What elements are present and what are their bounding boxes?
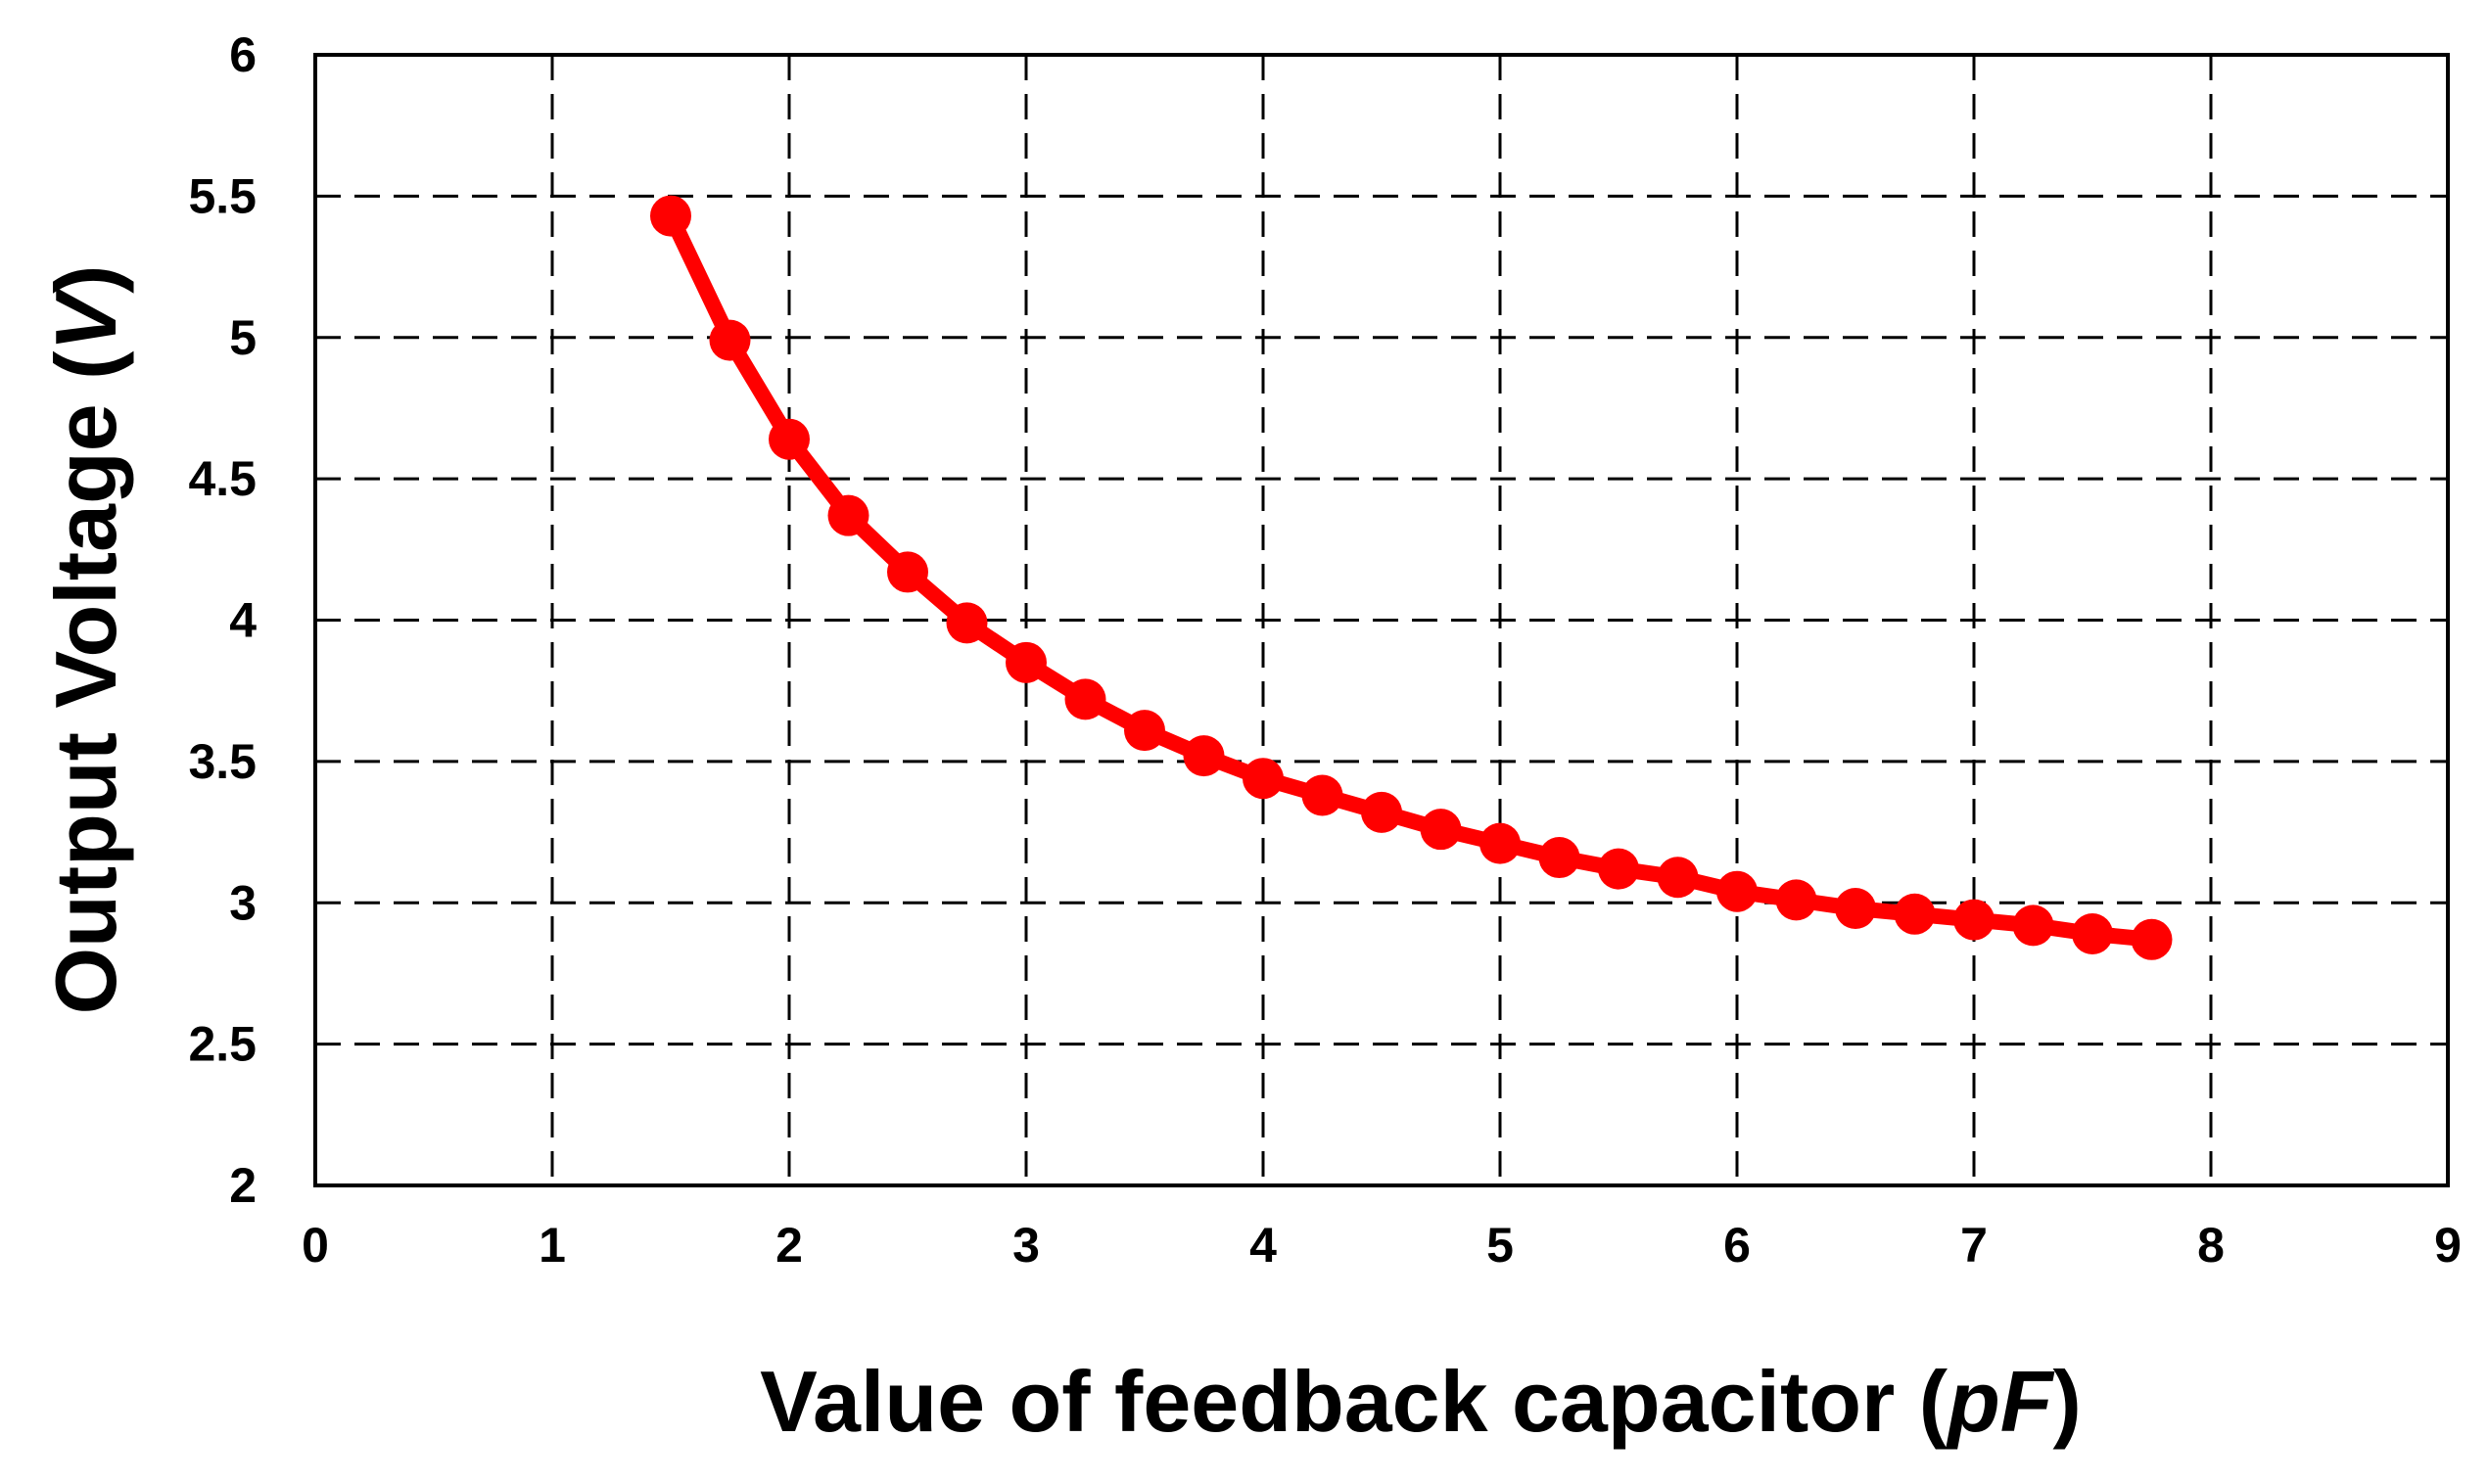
data-point: [1657, 857, 1699, 899]
y-tick-label: 4.5: [188, 451, 257, 506]
data-point: [1538, 837, 1580, 879]
x-tick-label: 1: [539, 1218, 566, 1273]
x-tick-label: 2: [775, 1218, 803, 1273]
data-point: [2012, 904, 2054, 947]
data-point: [709, 319, 751, 361]
data-point: [1775, 879, 1817, 921]
data-point: [1124, 710, 1165, 752]
data-point: [1420, 809, 1462, 851]
x-tick-label: 3: [1012, 1218, 1040, 1273]
data-point: [1894, 893, 1936, 935]
y-tick-label: 5.5: [188, 168, 257, 223]
x-tick-label: 5: [1486, 1218, 1514, 1273]
data-point: [1953, 899, 1995, 941]
y-tick-label: 6: [229, 27, 257, 82]
x-axis-ticks: 0 1 2 3 4 5 6 7 8 9: [302, 1218, 2462, 1273]
data-point: [1479, 822, 1521, 864]
y-tick-label: 4: [229, 593, 257, 648]
y-axis-title: Output Voltage (V): [37, 265, 134, 1015]
x-tick-label: 7: [1960, 1218, 1988, 1273]
data-point: [1301, 774, 1343, 816]
x-tick-label: 0: [302, 1218, 329, 1273]
data-point: [1835, 888, 1876, 930]
series-group: [650, 195, 2173, 960]
data-point: [2131, 918, 2173, 960]
y-tick-label: 3.5: [188, 734, 257, 789]
y-tick-label: 2.5: [188, 1017, 257, 1072]
data-point: [650, 195, 691, 237]
grid: [315, 55, 2448, 1185]
data-point: [2072, 913, 2113, 955]
data-point: [1243, 758, 1284, 800]
x-axis-title: Value of feedback capacitor (pF): [760, 1353, 2082, 1450]
y-tick-label: 5: [229, 310, 257, 365]
plot-area-frame: [313, 53, 2450, 1187]
x-tick-label: 6: [1723, 1218, 1751, 1273]
data-point: [1361, 791, 1402, 833]
y-tick-label: 3: [229, 875, 257, 930]
y-axis-ticks: 2 2.5 3 3.5 4 4.5 5 5.5 6: [188, 27, 257, 1213]
data-point: [1006, 641, 1047, 683]
x-tick-label: 9: [2434, 1218, 2462, 1273]
data-point: [887, 551, 928, 593]
data-point: [1183, 735, 1225, 777]
data-point: [769, 418, 810, 460]
data-point: [946, 602, 988, 644]
x-tick-label: 8: [2197, 1218, 2225, 1273]
x-tick-label: 4: [1249, 1218, 1277, 1273]
data-point: [827, 494, 869, 536]
y-tick-label: 2: [229, 1158, 257, 1213]
data-point: [1716, 870, 1758, 912]
data-point: [1064, 678, 1106, 720]
data-point: [1598, 848, 1639, 890]
